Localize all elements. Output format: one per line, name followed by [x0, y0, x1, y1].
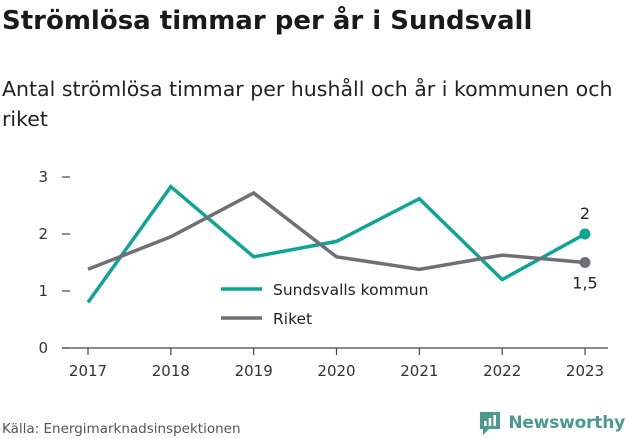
brand-logo: Newsworthy [478, 410, 625, 436]
newsworthy-logo-icon [480, 412, 501, 435]
end-label-riket: 1,5 [572, 274, 597, 293]
y-axis: 0 1 2 3 [38, 168, 70, 357]
legend-label-riket: Riket [273, 310, 312, 328]
y-tick-label: 3 [38, 168, 48, 186]
chart-title: Strömlösa timmar per år i Sundsvall [2, 6, 533, 36]
y-tick-label: 0 [38, 339, 48, 357]
x-tick-label: 2017 [69, 362, 107, 380]
x-tick-label: 2023 [566, 362, 604, 380]
series-line-sundsvall [86, 184, 586, 304]
x-tick-label: 2020 [317, 362, 355, 380]
brand-name: Newsworthy [508, 413, 625, 433]
end-point-riket [579, 257, 591, 268]
series-layer: 21,5 [86, 184, 598, 304]
x-tick-label: 2018 [152, 362, 190, 380]
series-line-riket [87, 190, 586, 272]
legend: Sundsvalls kommun Riket [221, 281, 428, 328]
source-note: Källa: Energimarknadsinspektionen [2, 421, 241, 437]
y-tick-label: 2 [38, 225, 48, 243]
x-tick-label: 2022 [483, 362, 521, 380]
x-tick-label: 2021 [400, 362, 438, 380]
end-point-sundsvall [579, 228, 591, 240]
legend-label-sundsvall: Sundsvalls kommun [273, 281, 428, 299]
chart-subtitle: Antal strömlösa timmar per hushåll och å… [2, 77, 613, 131]
end-label-sundsvall: 2 [580, 204, 590, 223]
y-tick-label: 1 [38, 282, 48, 300]
x-tick-label: 2019 [235, 362, 273, 380]
x-axis: 2017 2018 2019 2020 2021 2022 2023 [69, 348, 604, 380]
